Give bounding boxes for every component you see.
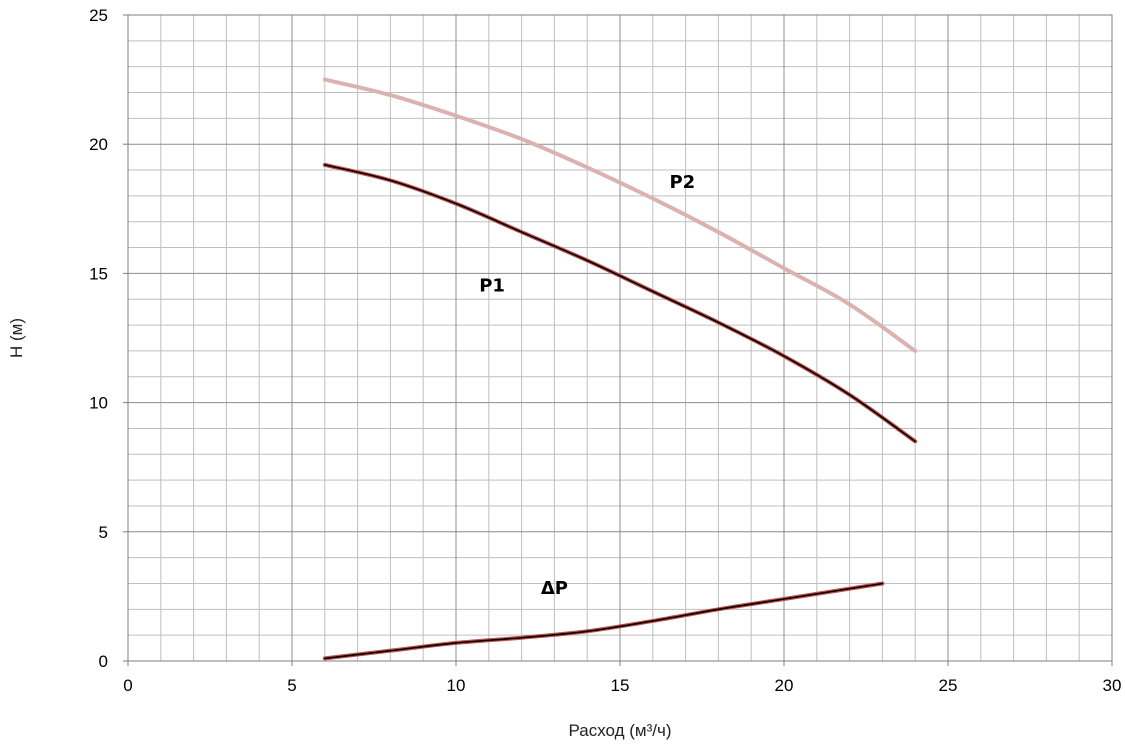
x-tick-label: 30	[1103, 676, 1122, 695]
series-lines	[322, 77, 918, 661]
x-tick-label: 20	[775, 676, 794, 695]
x-tick-label: 15	[611, 676, 630, 695]
x-axis-tick-labels: 0 5 10 15 20 25 30	[123, 661, 1121, 695]
y-tick-label: 20	[89, 135, 108, 154]
x-axis-title: Расход (м³/ч)	[568, 721, 671, 740]
series-label: P2	[669, 172, 695, 193]
series-line-dp	[324, 582, 884, 660]
series-label: P1	[479, 275, 505, 296]
y-tick-label: 5	[99, 523, 108, 542]
x-tick-label: 5	[287, 676, 296, 695]
series-line-p2	[322, 77, 918, 353]
x-tick-label: 10	[447, 676, 466, 695]
y-tick-label: 15	[89, 264, 108, 283]
y-tick-label: 0	[99, 652, 108, 671]
series-labels: P2 P1 ΔP	[479, 172, 695, 599]
x-tick-label: 25	[939, 676, 958, 695]
x-tick-label: 0	[123, 676, 132, 695]
y-tick-label: 10	[89, 394, 108, 413]
y-tick-label: 25	[89, 6, 108, 25]
y-axis-tick-labels: 0 5 10 15 20 25	[89, 6, 128, 671]
y-axis-title: H (м)	[7, 318, 26, 358]
series-label: ΔP	[541, 578, 568, 599]
series-line-p1	[324, 164, 916, 443]
